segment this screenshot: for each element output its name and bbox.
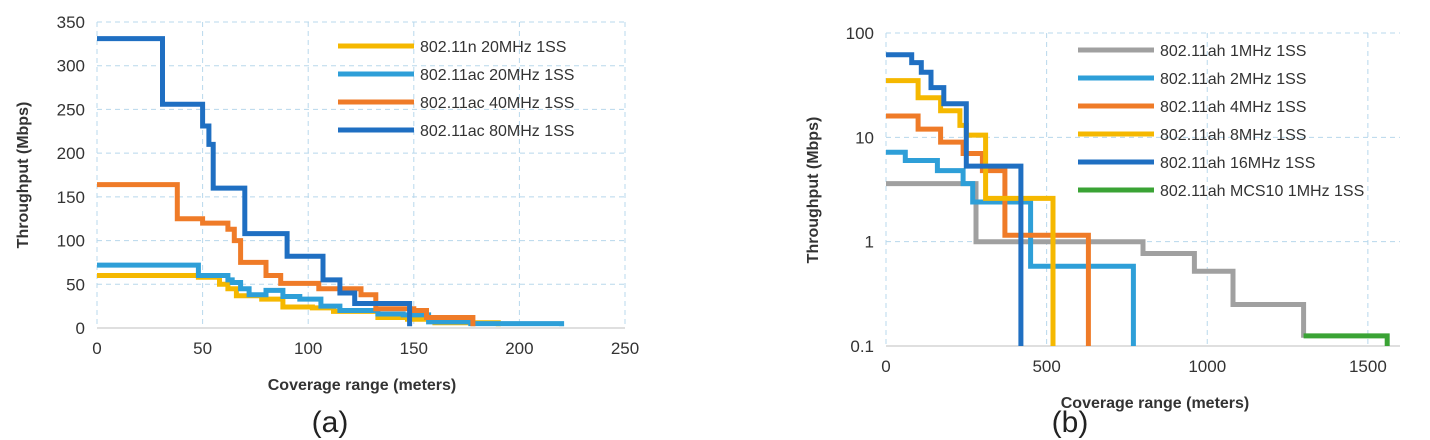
y-tick-label: 350	[57, 13, 85, 32]
x-tick-label: 0	[92, 339, 101, 358]
y-axis-title: Throughput (Mbps)	[805, 117, 822, 264]
x-tick-label: 250	[611, 339, 639, 358]
series-line-4	[886, 78, 1056, 346]
x-tick-label: 200	[505, 339, 533, 358]
legend-label: 802.11ah 4MHz 1SS	[1160, 99, 1306, 116]
series-line-2	[886, 149, 1136, 346]
legend-label: 802.11ac 20MHz 1SS	[420, 67, 574, 84]
legend-label: 802.11ah 16MHz 1SS	[1160, 155, 1315, 172]
legend-label: 802.11ac 40MHz 1SS	[420, 95, 574, 112]
series-line-6	[1303, 333, 1390, 346]
panel-label: (a)	[312, 406, 349, 439]
panel-label: (b)	[1052, 406, 1089, 439]
x-tick-label: 500	[1032, 357, 1060, 376]
legend-label: 802.11ah 8MHz 1SS	[1160, 127, 1306, 144]
series-line-5	[886, 52, 1024, 346]
x-axis-title: Coverage range (meters)	[268, 377, 457, 394]
x-tick-label: 0	[881, 357, 890, 376]
y-tick-label: 100	[846, 24, 874, 43]
series-line-4	[97, 36, 413, 327]
y-tick-label: 10	[855, 128, 874, 147]
chart-panel-b: 0 500 1000 1500 0.1 1 10 100 Coverage range (met…	[805, 24, 1400, 439]
y-tick-label: 0	[76, 319, 85, 338]
x-tick-label: 50	[193, 339, 212, 358]
y-tick-label: 0.1	[850, 337, 874, 356]
y-tick-label: 50	[66, 275, 85, 294]
legend-label: 802.11ah 1MHz 1SS	[1160, 43, 1306, 60]
series-line-3	[97, 182, 476, 327]
series-line-3	[886, 113, 1091, 346]
y-tick-label: 100	[57, 232, 85, 251]
legend-label: 802.11n 20MHz 1SS	[420, 39, 566, 56]
x-tick-label: 150	[400, 339, 428, 358]
y-tick-label: 250	[57, 100, 85, 119]
x-tick-label: 100	[294, 339, 322, 358]
y-tick-label: 300	[57, 57, 85, 76]
y-tick-label: 1	[865, 233, 874, 252]
chart-panel-a: 0 50 100 150 200 250 0 50 100 150 200 250 300 350 Cove…	[15, 13, 639, 439]
x-axis-title: Coverage range (meters)	[1061, 395, 1250, 412]
y-tick-label: 200	[57, 144, 85, 163]
x-tick-label: 1000	[1188, 357, 1226, 376]
legend-label: 802.11ac 80MHz 1SS	[420, 123, 574, 140]
legend-label: 802.11ah MCS10 1MHz 1SS	[1160, 183, 1364, 200]
y-axis-title: Throughput (Mbps)	[15, 102, 32, 249]
y-tick-label: 150	[57, 188, 85, 207]
x-tick-label: 1500	[1349, 357, 1387, 376]
series-line-1	[886, 181, 1307, 338]
legend-label: 802.11ah 2MHz 1SS	[1160, 71, 1306, 88]
